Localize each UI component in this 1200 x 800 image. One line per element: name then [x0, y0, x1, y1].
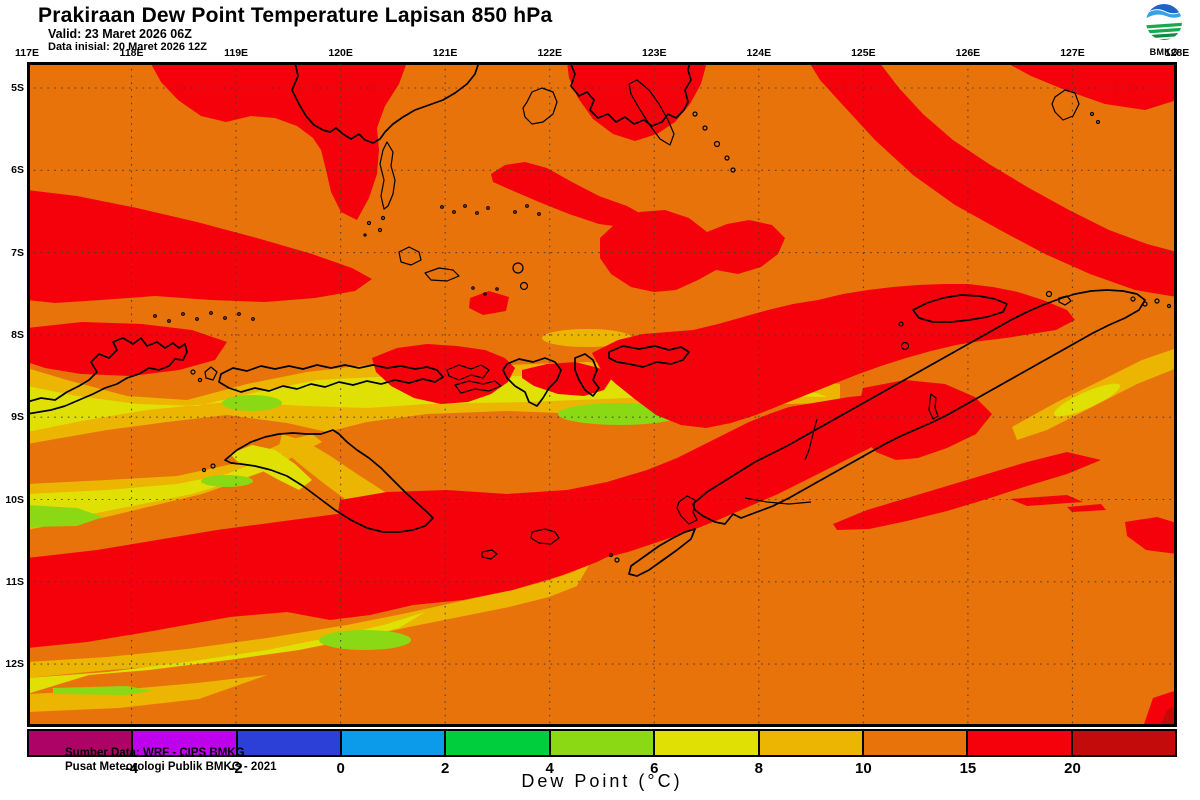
- lon-tick-label: 121E: [432, 47, 458, 59]
- lat-tick-label: 12S: [5, 658, 24, 671]
- coast-islet-circle-1: [512, 262, 524, 274]
- colorbar-tick-label: 6: [650, 760, 659, 777]
- colorbar-segment: [29, 731, 134, 755]
- lon-tick-label: 125E: [851, 47, 876, 59]
- colorbar-tick-label: 10: [855, 760, 872, 777]
- lon-tick-label: 120E: [328, 47, 353, 59]
- colorbar: [27, 729, 1177, 757]
- coast-sumbawa: [27, 337, 188, 415]
- valid-time-label: Valid: 23 Maret 2026 06Z: [48, 27, 192, 41]
- forecast-map: Sumber Data: WRF - CIPS BMKG Pusat Meteo…: [27, 62, 1177, 773]
- timor-border-2: [744, 497, 812, 505]
- colorbar-segment: [655, 731, 760, 755]
- selayar-islets: [363, 215, 386, 237]
- lat-tick-label: 5S: [11, 82, 24, 94]
- coast-kalaotoa: [424, 267, 460, 282]
- colorbar-tick-label: 15: [959, 760, 977, 777]
- colorbar-tick-label: -2: [229, 760, 243, 777]
- bmkg-logo: BMKG: [1141, 2, 1187, 57]
- bmkg-logo-icon: [1146, 4, 1182, 40]
- lat-tick-label: 6S: [11, 164, 24, 177]
- colorbar-tick-label: 2: [441, 760, 450, 777]
- page-title: Prakiraan Dew Point Temperature Lapisan …: [38, 4, 553, 27]
- coast-wetar: [912, 294, 1008, 323]
- grid-lines: [27, 62, 1177, 727]
- coast-rote: [628, 528, 696, 577]
- leti-islets: [1130, 296, 1172, 309]
- lon-tick-label: 124E: [746, 47, 772, 59]
- lon-tick-label: 119E: [224, 47, 249, 59]
- coast-alor: [608, 345, 690, 368]
- map-border: [27, 62, 1177, 727]
- lon-tick-label: 123E: [642, 47, 667, 59]
- coast-kabaena: [522, 87, 558, 125]
- contour-layer-green: [27, 93, 682, 695]
- colorbar-segment: [968, 731, 1073, 755]
- coast-sulawesi-sw: [291, 62, 480, 144]
- coast-liran: [900, 341, 910, 351]
- colorbar-segment: [759, 731, 864, 755]
- coastlines: [27, 62, 1172, 577]
- coast-bonerate: [398, 246, 422, 266]
- lon-tick-label: 127E: [1060, 47, 1085, 59]
- coast-lembata: [502, 357, 562, 407]
- lat-tick-label: 9S: [11, 411, 24, 424]
- takabonerate-atolls: [440, 204, 541, 296]
- lon-tick-label: 117E: [15, 47, 39, 59]
- colorbar-segment: [1072, 731, 1175, 755]
- lon-tick-label: 126E: [955, 47, 981, 59]
- contour-layer-darkred: [1160, 706, 1177, 727]
- coast-timor: [692, 289, 1146, 525]
- coast-buton: [628, 79, 675, 146]
- bmkg-logo-text: BMKG: [1149, 47, 1179, 57]
- timor-border-1: [804, 418, 818, 461]
- lon-tick-label: 128E: [1164, 47, 1190, 59]
- coast-kisar: [1045, 290, 1053, 298]
- coast-islet-circle-2: [519, 281, 529, 291]
- lon-tick-label: 118E: [119, 47, 144, 59]
- lon-tick-label: 122E: [537, 47, 562, 59]
- colorbar-tick-label: -4: [124, 760, 139, 777]
- coast-solor: [454, 380, 502, 394]
- colorbar-title: Dew Point (°C): [521, 771, 683, 791]
- flores-sea-islets: [153, 311, 255, 323]
- rote-islets: [608, 552, 620, 563]
- sumba-islets: [201, 463, 216, 473]
- coast-raijua: [481, 549, 498, 560]
- coast-savu: [530, 528, 560, 545]
- colorbar-tick-label: 20: [1064, 760, 1081, 777]
- colorbar-segment: [237, 731, 343, 755]
- wetar-islet: [898, 321, 904, 327]
- coast-sumba: [224, 429, 434, 533]
- lat-tick-label: 11S: [5, 575, 24, 588]
- wakatobi-islets: [692, 111, 1101, 173]
- colorbar-segment: [133, 731, 238, 755]
- colorbar-segment: [342, 731, 447, 755]
- coast-sulawesi-se: [569, 62, 692, 127]
- colorbar-tick-label: 0: [336, 760, 345, 777]
- contour-map-canvas: [27, 62, 1177, 727]
- coast-atauro: [928, 393, 939, 420]
- colorbar-tick-label: 8: [754, 760, 763, 777]
- coast-selayar: [379, 141, 396, 210]
- coast-pantar: [574, 353, 600, 397]
- coast-semau: [676, 495, 698, 525]
- colorbar-segment: [446, 731, 551, 755]
- contour-layer-red: [27, 62, 1177, 727]
- colorbar-segment: [550, 731, 656, 755]
- coast-binongko: [1051, 89, 1080, 121]
- lat-tick-label: 7S: [11, 246, 24, 259]
- colorbar-tick-label: 4: [545, 760, 554, 777]
- coast-adonara: [446, 364, 490, 381]
- lat-tick-label: 8S: [11, 328, 24, 341]
- publisher-line: Pusat Meteorologi Publik BMKG - 2021: [65, 761, 277, 773]
- data-source-line: Sumber Data: WRF - CIPS BMKG: [65, 747, 245, 759]
- lat-tick-label: 10S: [5, 493, 24, 506]
- coast-flores: [218, 364, 444, 393]
- colorbar-segment: [863, 731, 969, 755]
- komodo-islets: [190, 369, 203, 383]
- coast-komodo: [204, 366, 218, 381]
- init-time-label: Data inisial: 20 Maret 2026 12Z: [48, 41, 207, 53]
